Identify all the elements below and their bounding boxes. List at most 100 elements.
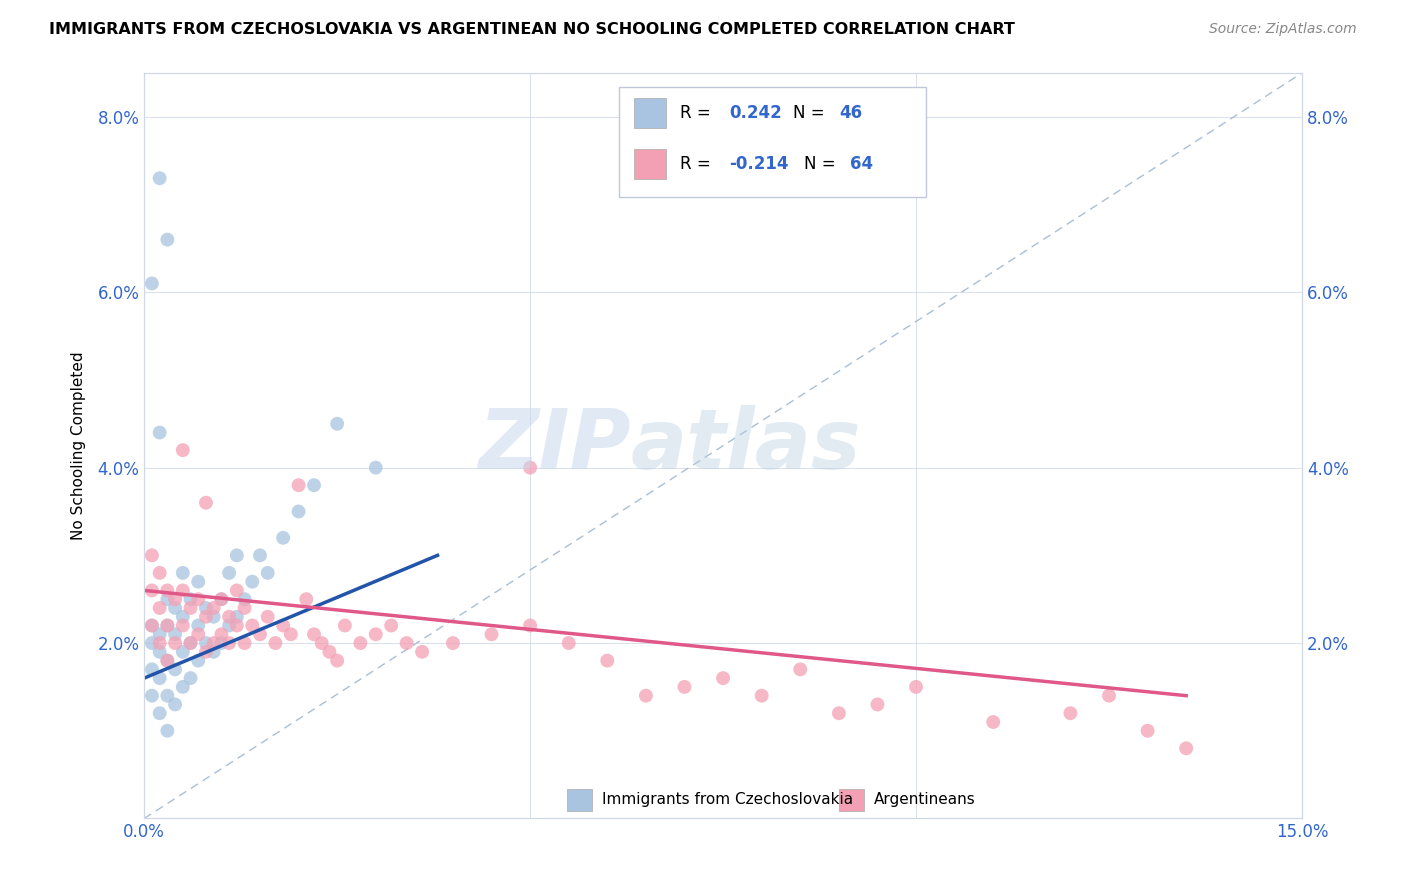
Point: [905, 680, 928, 694]
Text: IMMIGRANTS FROM CZECHOSLOVAKIA VS ARGENTINEAN NO SCHOOLING COMPLETED CORRELATION: IMMIGRANTS FROM CZECHOSLOVAKIA VS ARGENT…: [49, 22, 1015, 37]
Point: [156, 233, 179, 247]
Point: [225, 549, 247, 563]
Point: [141, 618, 163, 632]
Point: [209, 592, 232, 607]
Point: [271, 618, 294, 632]
Point: [187, 592, 209, 607]
Point: [194, 496, 217, 510]
Point: [349, 636, 371, 650]
Point: [318, 645, 340, 659]
Point: [172, 618, 194, 632]
Point: [165, 636, 187, 650]
Point: [141, 636, 163, 650]
Text: N =: N =: [793, 104, 830, 122]
Point: [149, 645, 172, 659]
Y-axis label: No Schooling Completed: No Schooling Completed: [72, 351, 86, 540]
Point: [271, 531, 294, 545]
Point: [364, 627, 387, 641]
Text: 0.242: 0.242: [728, 104, 782, 122]
Point: [789, 662, 811, 676]
Point: [256, 566, 278, 580]
Text: N =: N =: [804, 155, 841, 173]
Point: [287, 504, 309, 518]
Point: [156, 592, 179, 607]
Text: Argentineans: Argentineans: [873, 792, 976, 807]
Point: [218, 566, 240, 580]
Point: [187, 574, 209, 589]
Text: Immigrants from Czechoslovakia: Immigrants from Czechoslovakia: [602, 792, 852, 807]
Point: [165, 698, 187, 712]
Point: [172, 609, 194, 624]
Point: [156, 583, 179, 598]
Point: [149, 636, 172, 650]
Point: [172, 583, 194, 598]
Point: [141, 618, 163, 632]
Point: [202, 601, 225, 615]
Point: [634, 689, 657, 703]
Text: 46: 46: [839, 104, 862, 122]
Point: [209, 636, 232, 650]
Point: [711, 671, 734, 685]
Point: [202, 636, 225, 650]
Point: [981, 714, 1004, 729]
Point: [149, 601, 172, 615]
Point: [187, 618, 209, 632]
Point: [249, 549, 271, 563]
Point: [209, 627, 232, 641]
Point: [295, 592, 318, 607]
Point: [441, 636, 464, 650]
Point: [364, 460, 387, 475]
Text: 64: 64: [851, 155, 873, 173]
Point: [225, 618, 247, 632]
FancyBboxPatch shape: [567, 789, 592, 811]
Point: [194, 609, 217, 624]
Point: [326, 417, 349, 431]
Point: [141, 689, 163, 703]
Point: [180, 636, 202, 650]
Point: [519, 460, 541, 475]
Point: [194, 636, 217, 650]
FancyBboxPatch shape: [634, 149, 666, 178]
Point: [202, 609, 225, 624]
Point: [866, 698, 889, 712]
Point: [180, 601, 202, 615]
Point: [240, 574, 263, 589]
Text: -0.214: -0.214: [728, 155, 789, 173]
Point: [141, 662, 163, 676]
Point: [141, 583, 163, 598]
Point: [194, 601, 217, 615]
Point: [149, 627, 172, 641]
Point: [233, 592, 256, 607]
Point: [311, 636, 333, 650]
Text: ZIP: ZIP: [478, 405, 630, 486]
Point: [1059, 706, 1081, 721]
Point: [172, 443, 194, 458]
Point: [180, 671, 202, 685]
FancyBboxPatch shape: [619, 87, 925, 197]
Point: [751, 689, 773, 703]
Point: [165, 662, 187, 676]
Point: [225, 583, 247, 598]
Point: [256, 609, 278, 624]
Point: [187, 654, 209, 668]
Point: [156, 618, 179, 632]
Point: [149, 425, 172, 440]
Point: [156, 654, 179, 668]
Point: [225, 609, 247, 624]
Point: [172, 566, 194, 580]
Point: [240, 618, 263, 632]
Point: [141, 277, 163, 291]
Point: [165, 592, 187, 607]
Point: [172, 680, 194, 694]
Point: [481, 627, 503, 641]
Point: [249, 627, 271, 641]
Point: [149, 171, 172, 186]
Text: Source: ZipAtlas.com: Source: ZipAtlas.com: [1209, 22, 1357, 37]
Point: [395, 636, 418, 650]
Point: [156, 723, 179, 738]
Text: atlas: atlas: [630, 405, 860, 486]
Point: [149, 566, 172, 580]
Point: [1136, 723, 1159, 738]
Point: [187, 627, 209, 641]
Point: [264, 636, 287, 650]
